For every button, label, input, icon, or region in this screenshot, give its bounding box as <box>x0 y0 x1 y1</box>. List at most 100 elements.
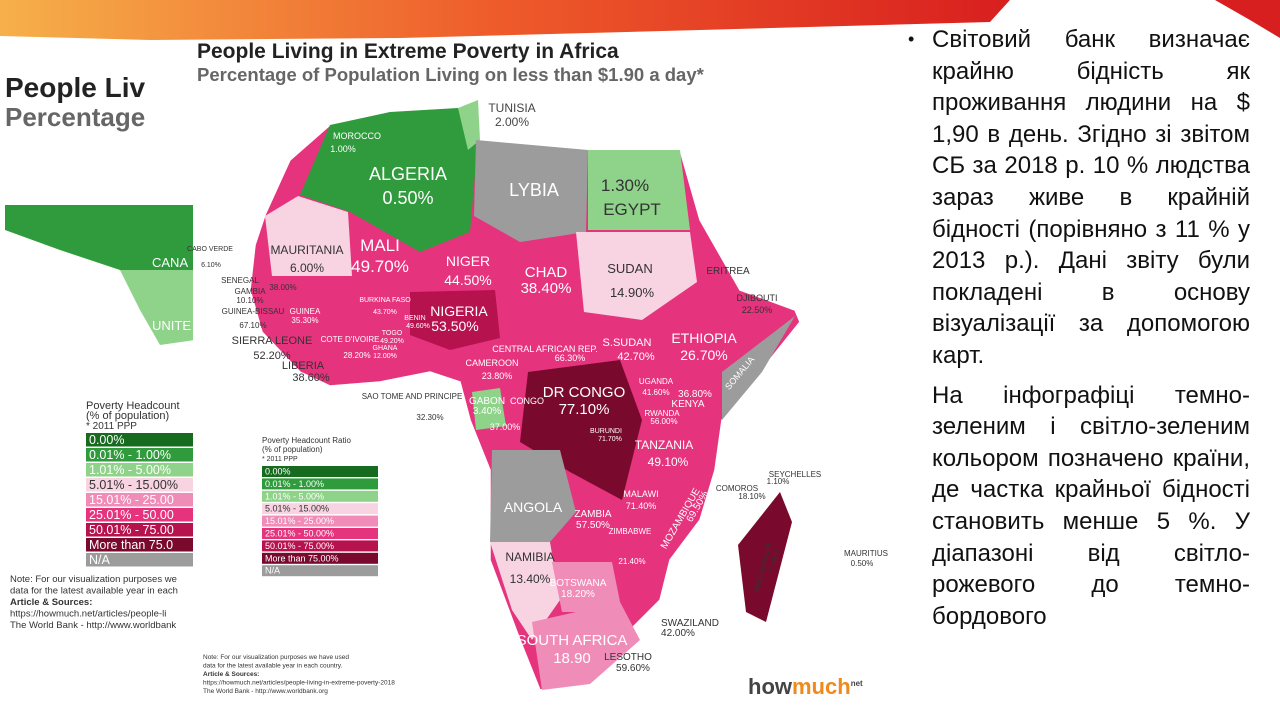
country-value: 41.60% <box>642 388 669 397</box>
legend-swatch <box>86 538 195 552</box>
country-name: MAURITANIA <box>270 243 343 257</box>
country-value: 53.50% <box>431 318 478 334</box>
legend-swatch <box>86 523 195 537</box>
legend-label: 0.00% <box>265 467 291 477</box>
country-value: 49.10% <box>648 455 689 469</box>
country-value: 38.00% <box>269 283 296 292</box>
country-value: 3.40% <box>473 406 501 417</box>
region <box>722 316 795 420</box>
country-name: S.SUDAN <box>603 337 652 349</box>
country-value: 21.40% <box>618 557 645 566</box>
logo: howmuchnet <box>748 674 863 699</box>
region <box>738 492 792 622</box>
map-region <box>120 270 195 345</box>
legend-label: 5.01% - 15.00% <box>265 504 329 514</box>
country-name: DR CONGO <box>543 384 626 401</box>
legend-label: N/A <box>89 553 111 567</box>
country-name: CAMEROON <box>465 358 518 368</box>
note-line: data for the latest available year in ea… <box>10 586 178 597</box>
country-value: 1.30% <box>601 176 649 195</box>
legend-swatch <box>262 466 378 477</box>
country-value: 0.50% <box>851 559 874 568</box>
region <box>490 542 560 640</box>
region <box>458 100 480 150</box>
country-name: SEYCHELLES <box>769 470 821 479</box>
legend-swatch <box>86 478 195 492</box>
country-value: 56.00% <box>650 417 677 426</box>
country-name: ZAMBIA <box>574 509 612 520</box>
country-value: 37.00% <box>490 422 521 432</box>
country-name: CHAD <box>525 264 568 281</box>
legend-label: 0.00% <box>89 433 124 447</box>
legend-label: 50.01% - 75.00 <box>89 523 174 537</box>
country-name: ETHIOPIA <box>671 330 737 346</box>
region <box>265 196 352 276</box>
country-name: MOROCCO <box>333 131 381 141</box>
country-name: NAMIBIA <box>505 550 554 564</box>
country-value: 57.50% <box>576 520 610 531</box>
country-name: MALI <box>360 236 400 255</box>
legend-swatch <box>262 540 378 552</box>
country-value: 18.10% <box>738 492 765 501</box>
country-value: 59.60% <box>616 663 650 674</box>
region <box>300 108 478 252</box>
region <box>552 562 622 612</box>
legend-label: More than 75.00% <box>265 553 339 563</box>
legend-swatch <box>262 528 378 539</box>
logo-suffix: net <box>851 679 863 688</box>
country-value: 49.60% <box>406 323 430 330</box>
country-value: 10.10% <box>236 296 263 305</box>
country-value: 49.70% <box>351 257 409 276</box>
country-value: 18.90 <box>553 650 591 667</box>
region <box>520 360 642 500</box>
map-subtitle: Percentage of Population Living on less … <box>197 64 705 85</box>
note-line: data for the latest available year in ea… <box>203 663 343 670</box>
country-name: CABO VERDE <box>187 246 233 253</box>
country-name: SENEGAL <box>221 276 259 285</box>
legend-note: * 2011 PPP <box>86 421 137 432</box>
country-name: ANGOLA <box>504 499 563 515</box>
country-value: 22.50% <box>742 305 773 315</box>
slide-text: Світовий банк визначає крайню бідність я… <box>908 24 1250 632</box>
country-value: 26.70% <box>680 347 727 363</box>
country-name: GUINEA-BISSAU <box>222 307 285 316</box>
country-value: 66.30% <box>555 353 586 363</box>
paragraph: На інфографіці темно-зеленим і світло-зе… <box>932 381 1250 630</box>
country-name: SOUTH AFRICA <box>517 632 628 649</box>
brush-stroke <box>1215 0 1280 38</box>
country-name: TOGO <box>382 330 403 337</box>
country-name: ERITREA <box>706 266 750 277</box>
country-name: LYBIA <box>509 180 559 200</box>
country-value: 35.30% <box>291 316 318 325</box>
country-name: GAMBIA <box>234 287 266 296</box>
country-value: 71.40% <box>626 501 657 511</box>
legend-swatch <box>262 478 378 490</box>
legend-subtitle: (% of population) <box>86 410 169 422</box>
brush-stroke <box>0 0 1010 40</box>
legend-swatch <box>86 433 195 447</box>
map-label: CANA <box>152 255 188 270</box>
legend-swatch <box>86 508 195 522</box>
country-value: 6.00% <box>290 261 324 275</box>
country-name: GABON <box>469 396 505 407</box>
country-name: LIBERIA <box>282 360 325 372</box>
background-subtitle: Percentage <box>5 102 145 132</box>
africa-map <box>249 100 801 691</box>
paragraph: Світовий банк визначає крайню бідність я… <box>908 24 1250 372</box>
legend-swatch <box>86 493 195 507</box>
country-value: 1.10% <box>767 477 790 486</box>
country-value: 71.70% <box>598 436 622 443</box>
note-line: The World Bank - http://www.worldbank <box>10 620 176 631</box>
background-infographic: People Liv Percentage CANA UNITE Poverty… <box>0 65 195 640</box>
legend-swatch <box>262 490 378 502</box>
legend-label: 0.01% - 1.00% <box>89 448 171 462</box>
country-value: 2.00% <box>495 115 529 129</box>
map-region <box>5 205 195 290</box>
region <box>490 450 576 542</box>
country-name: SAO TOME AND PRINCIPE <box>362 392 463 401</box>
legend-swatch <box>86 463 195 477</box>
country-value: 38.40% <box>521 280 572 297</box>
logo-part: much <box>792 674 851 699</box>
